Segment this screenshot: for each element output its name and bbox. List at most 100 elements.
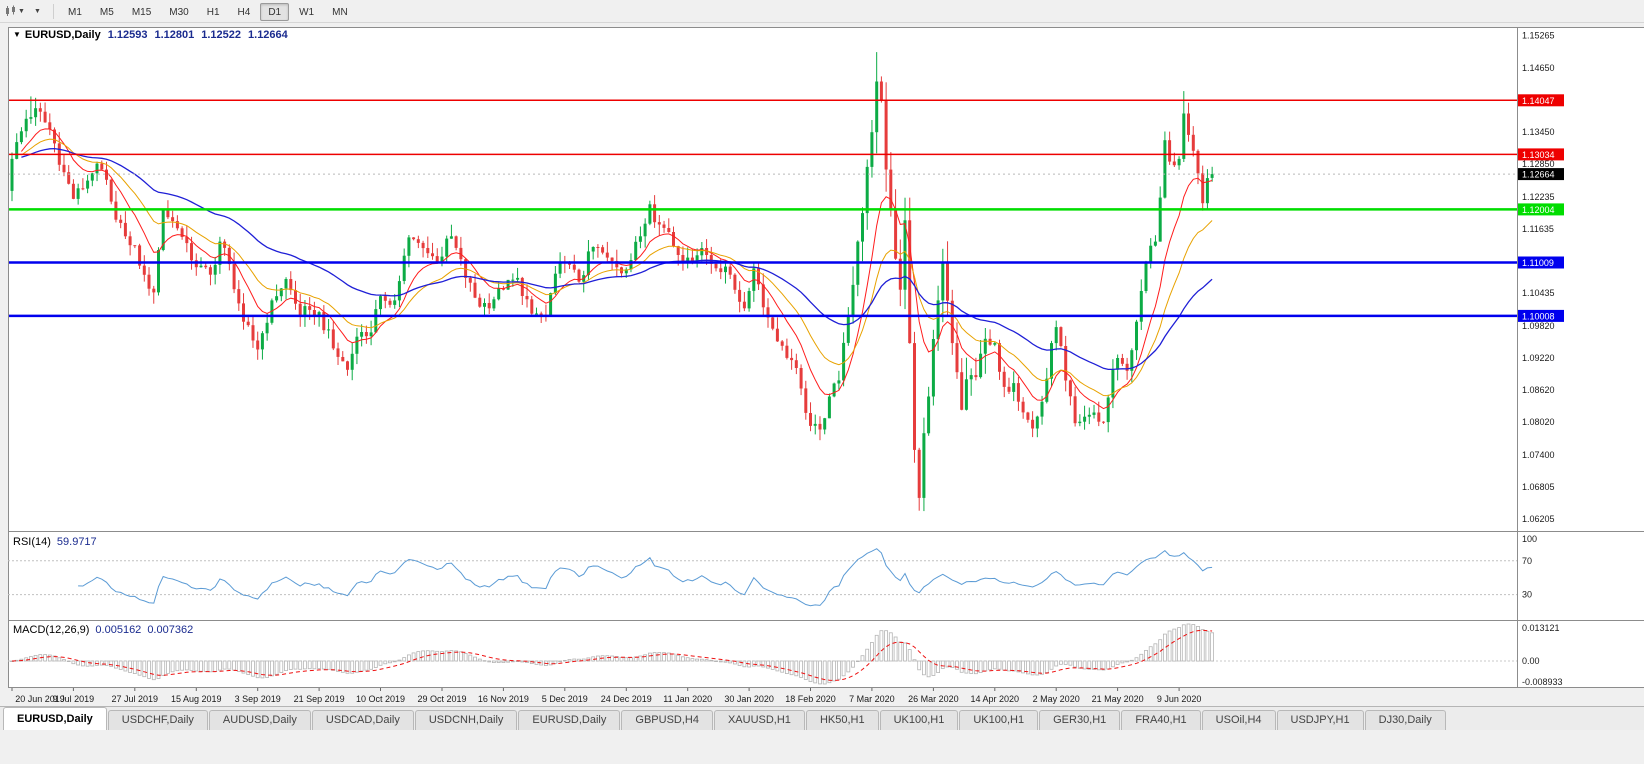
timeframe-button-D1[interactable]: D1 (260, 2, 290, 21)
rsi-axis: 100 70 30 (1522, 534, 1537, 600)
date-label: 20 Jun 2019 (15, 694, 65, 704)
chart-background (8, 27, 1644, 687)
chevron-down-icon: ▼ (18, 7, 25, 15)
open-value: 1.12593 (107, 29, 148, 41)
chart-tab-GBPUSD-H4[interactable]: GBPUSD,H4 (621, 710, 713, 730)
svg-text:1.13034: 1.13034 (1522, 150, 1555, 160)
chart-tab-UK100-H1[interactable]: UK100,H1 (879, 710, 959, 730)
chart-tab-USDCAD-Daily[interactable]: USDCAD,Daily (311, 710, 414, 730)
price-label-1.14047: 1.14047 (1518, 94, 1564, 107)
svg-text:0.00: 0.00 (1522, 656, 1540, 666)
macd-histogram (10, 623, 1214, 685)
chart-tab-USOil-H4[interactable]: USOil,H4 (1201, 710, 1276, 730)
chart-tab-USDJPY-H1[interactable]: USDJPY,H1 (1276, 710, 1364, 730)
chevron-down-icon: ▼ (34, 7, 41, 15)
date-label: 10 Oct 2019 (356, 694, 405, 704)
candlestick-chart-icon (6, 5, 16, 16)
svg-text:1.11009: 1.11009 (1522, 258, 1554, 268)
price-tick: 1.11635 (1522, 224, 1554, 234)
chart-menu-icon[interactable]: ▼ (13, 30, 21, 39)
date-label: 30 Jan 2020 (724, 694, 774, 704)
last-price-label: 1.12664 (1518, 168, 1564, 181)
timeframe-button-M5[interactable]: M5 (99, 6, 114, 18)
date-label: 11 Jan 2020 (663, 694, 712, 704)
high-value: 1.12801 (154, 29, 195, 41)
price-tick: 1.06805 (1522, 482, 1555, 492)
ma-mid-line (21, 138, 1213, 397)
chart-tab-USDCNH-Daily[interactable]: USDCNH,Daily (414, 710, 518, 730)
chart-tab-GER30-H1[interactable]: GER30,H1 (1039, 710, 1121, 730)
date-label: 21 Sep 2019 (294, 694, 345, 704)
chart-tab-AUDUSD-Daily[interactable]: AUDUSD,Daily (208, 710, 311, 730)
price-tick: 1.08620 (1522, 385, 1555, 395)
date-label: 9 Jul 2019 (53, 694, 95, 704)
chart-type-button[interactable]: ▼ (5, 2, 25, 20)
price-label-1.10008: 1.10008 (1518, 309, 1564, 322)
timeframe-button-M1[interactable]: M1 (68, 6, 82, 18)
date-label: 5 Dec 2019 (542, 694, 588, 704)
date-label: 29 Oct 2019 (417, 694, 466, 704)
price-axis: 1.15265 1.14650 1.13450 1.12850 1.12235 1.116… (1522, 30, 1555, 524)
chart-tab-USDCHF-Daily[interactable]: USDCHF,Daily (107, 710, 208, 730)
price-tick: 1.06205 (1522, 514, 1555, 524)
macd-signal-line (11, 629, 1213, 681)
timeframe-button-M15[interactable]: M15 (131, 6, 152, 18)
svg-text:0.013121: 0.013121 (1522, 623, 1560, 633)
chart-tab-FRA40-H1[interactable]: FRA40,H1 (1121, 710, 1201, 730)
svg-text:100: 100 (1522, 534, 1537, 544)
price-tick: 1.12850 (1522, 159, 1555, 169)
date-label: 15 Aug 2019 (171, 694, 222, 704)
chart-tab-XAUUSD-H1[interactable]: XAUUSD,H1 (713, 710, 805, 730)
chart-window: 1.15265 1.14650 1.13450 1.12850 1.12235 1.116… (0, 23, 1644, 706)
date-label: 16 Nov 2019 (478, 694, 529, 704)
chart-tab-EURUSD-Daily[interactable]: EURUSD,Daily (518, 710, 621, 730)
macd-label: MACD(12,26,9) (13, 624, 90, 636)
price-label-1.11009: 1.11009 (1518, 256, 1564, 269)
chart-tab-bar: EURUSD,Daily USDCHF,Daily AUDUSD,Daily USDC… (0, 706, 1644, 730)
timeframe-button-W1[interactable]: W1 (299, 6, 315, 18)
macd-signal-value: 0.007362 (147, 624, 194, 636)
timeframe-button-H1[interactable]: H1 (206, 6, 220, 18)
price-tick: 1.08020 (1522, 417, 1555, 427)
svg-text:1.12004: 1.12004 (1522, 205, 1555, 215)
macd-axis: 0.013121 0.00 -0.008933 (1522, 623, 1563, 687)
date-label: 26 Mar 2020 (908, 694, 959, 704)
date-label: 18 Feb 2020 (785, 694, 836, 704)
price-tick: 1.13450 (1522, 127, 1555, 137)
chart-canvas[interactable]: 1.15265 1.14650 1.13450 1.12850 1.12235 1.116… (0, 23, 1644, 706)
chart-tab-HK50-H1[interactable]: HK50,H1 (805, 710, 879, 730)
date-label: 21 May 2020 (1092, 694, 1144, 704)
price-label-1.13034: 1.13034 (1518, 148, 1564, 161)
price-label-1.12004: 1.12004 (1518, 203, 1564, 216)
symbol-period-label: EURUSD,Daily (24, 29, 101, 41)
ma-slow-line (21, 147, 1213, 371)
zoom-dropdown-button[interactable]: ▼ (27, 2, 47, 20)
svg-text:1.14047: 1.14047 (1522, 96, 1555, 106)
date-label: 24 Dec 2019 (601, 694, 652, 704)
timeframe-button-H4[interactable]: H4 (237, 6, 251, 18)
rsi-line (78, 548, 1213, 607)
svg-text:70: 70 (1522, 556, 1532, 566)
chart-tab-EURUSD-Daily[interactable]: EURUSD,Daily (3, 707, 107, 730)
chart-tab-UK100-H1[interactable]: UK100,H1 (959, 710, 1039, 730)
svg-text:1.12664: 1.12664 (1522, 170, 1555, 180)
toolbar: ▼ ▼ M1 M5 M15 M30 H1 H4 D1 W1 MN (0, 0, 1644, 23)
macd-indicator-label: MACD(12,26,9) 0.005162 0.007362 (13, 624, 193, 636)
timeframe-buttons: M1 M5 M15 M30 H1 H4 D1 W1 MN (59, 2, 357, 21)
date-label: 9 Jun 2020 (1157, 694, 1202, 704)
rsi-indicator-label: RSI(14) 59.9717 (13, 536, 97, 548)
low-value: 1.12522 (201, 29, 242, 41)
svg-text:30: 30 (1522, 590, 1532, 600)
price-tick: 1.09220 (1522, 353, 1555, 363)
chart-tab-DJ30-Daily[interactable]: DJ30,Daily (1364, 710, 1446, 730)
price-tick: 1.09820 (1522, 321, 1555, 331)
macd-main-value: 0.005162 (95, 624, 142, 636)
svg-text:-0.008933: -0.008933 (1522, 677, 1563, 687)
chart-title: ▼ EURUSD,Daily 1.12593 1.12801 1.12522 1.1266… (13, 29, 288, 41)
price-tick: 1.14650 (1522, 63, 1555, 73)
price-tick: 1.10435 (1522, 288, 1555, 298)
price-tick: 1.15265 (1522, 30, 1555, 40)
timeframe-button-M30[interactable]: M30 (169, 6, 189, 18)
timeframe-button-MN[interactable]: MN (332, 6, 348, 18)
